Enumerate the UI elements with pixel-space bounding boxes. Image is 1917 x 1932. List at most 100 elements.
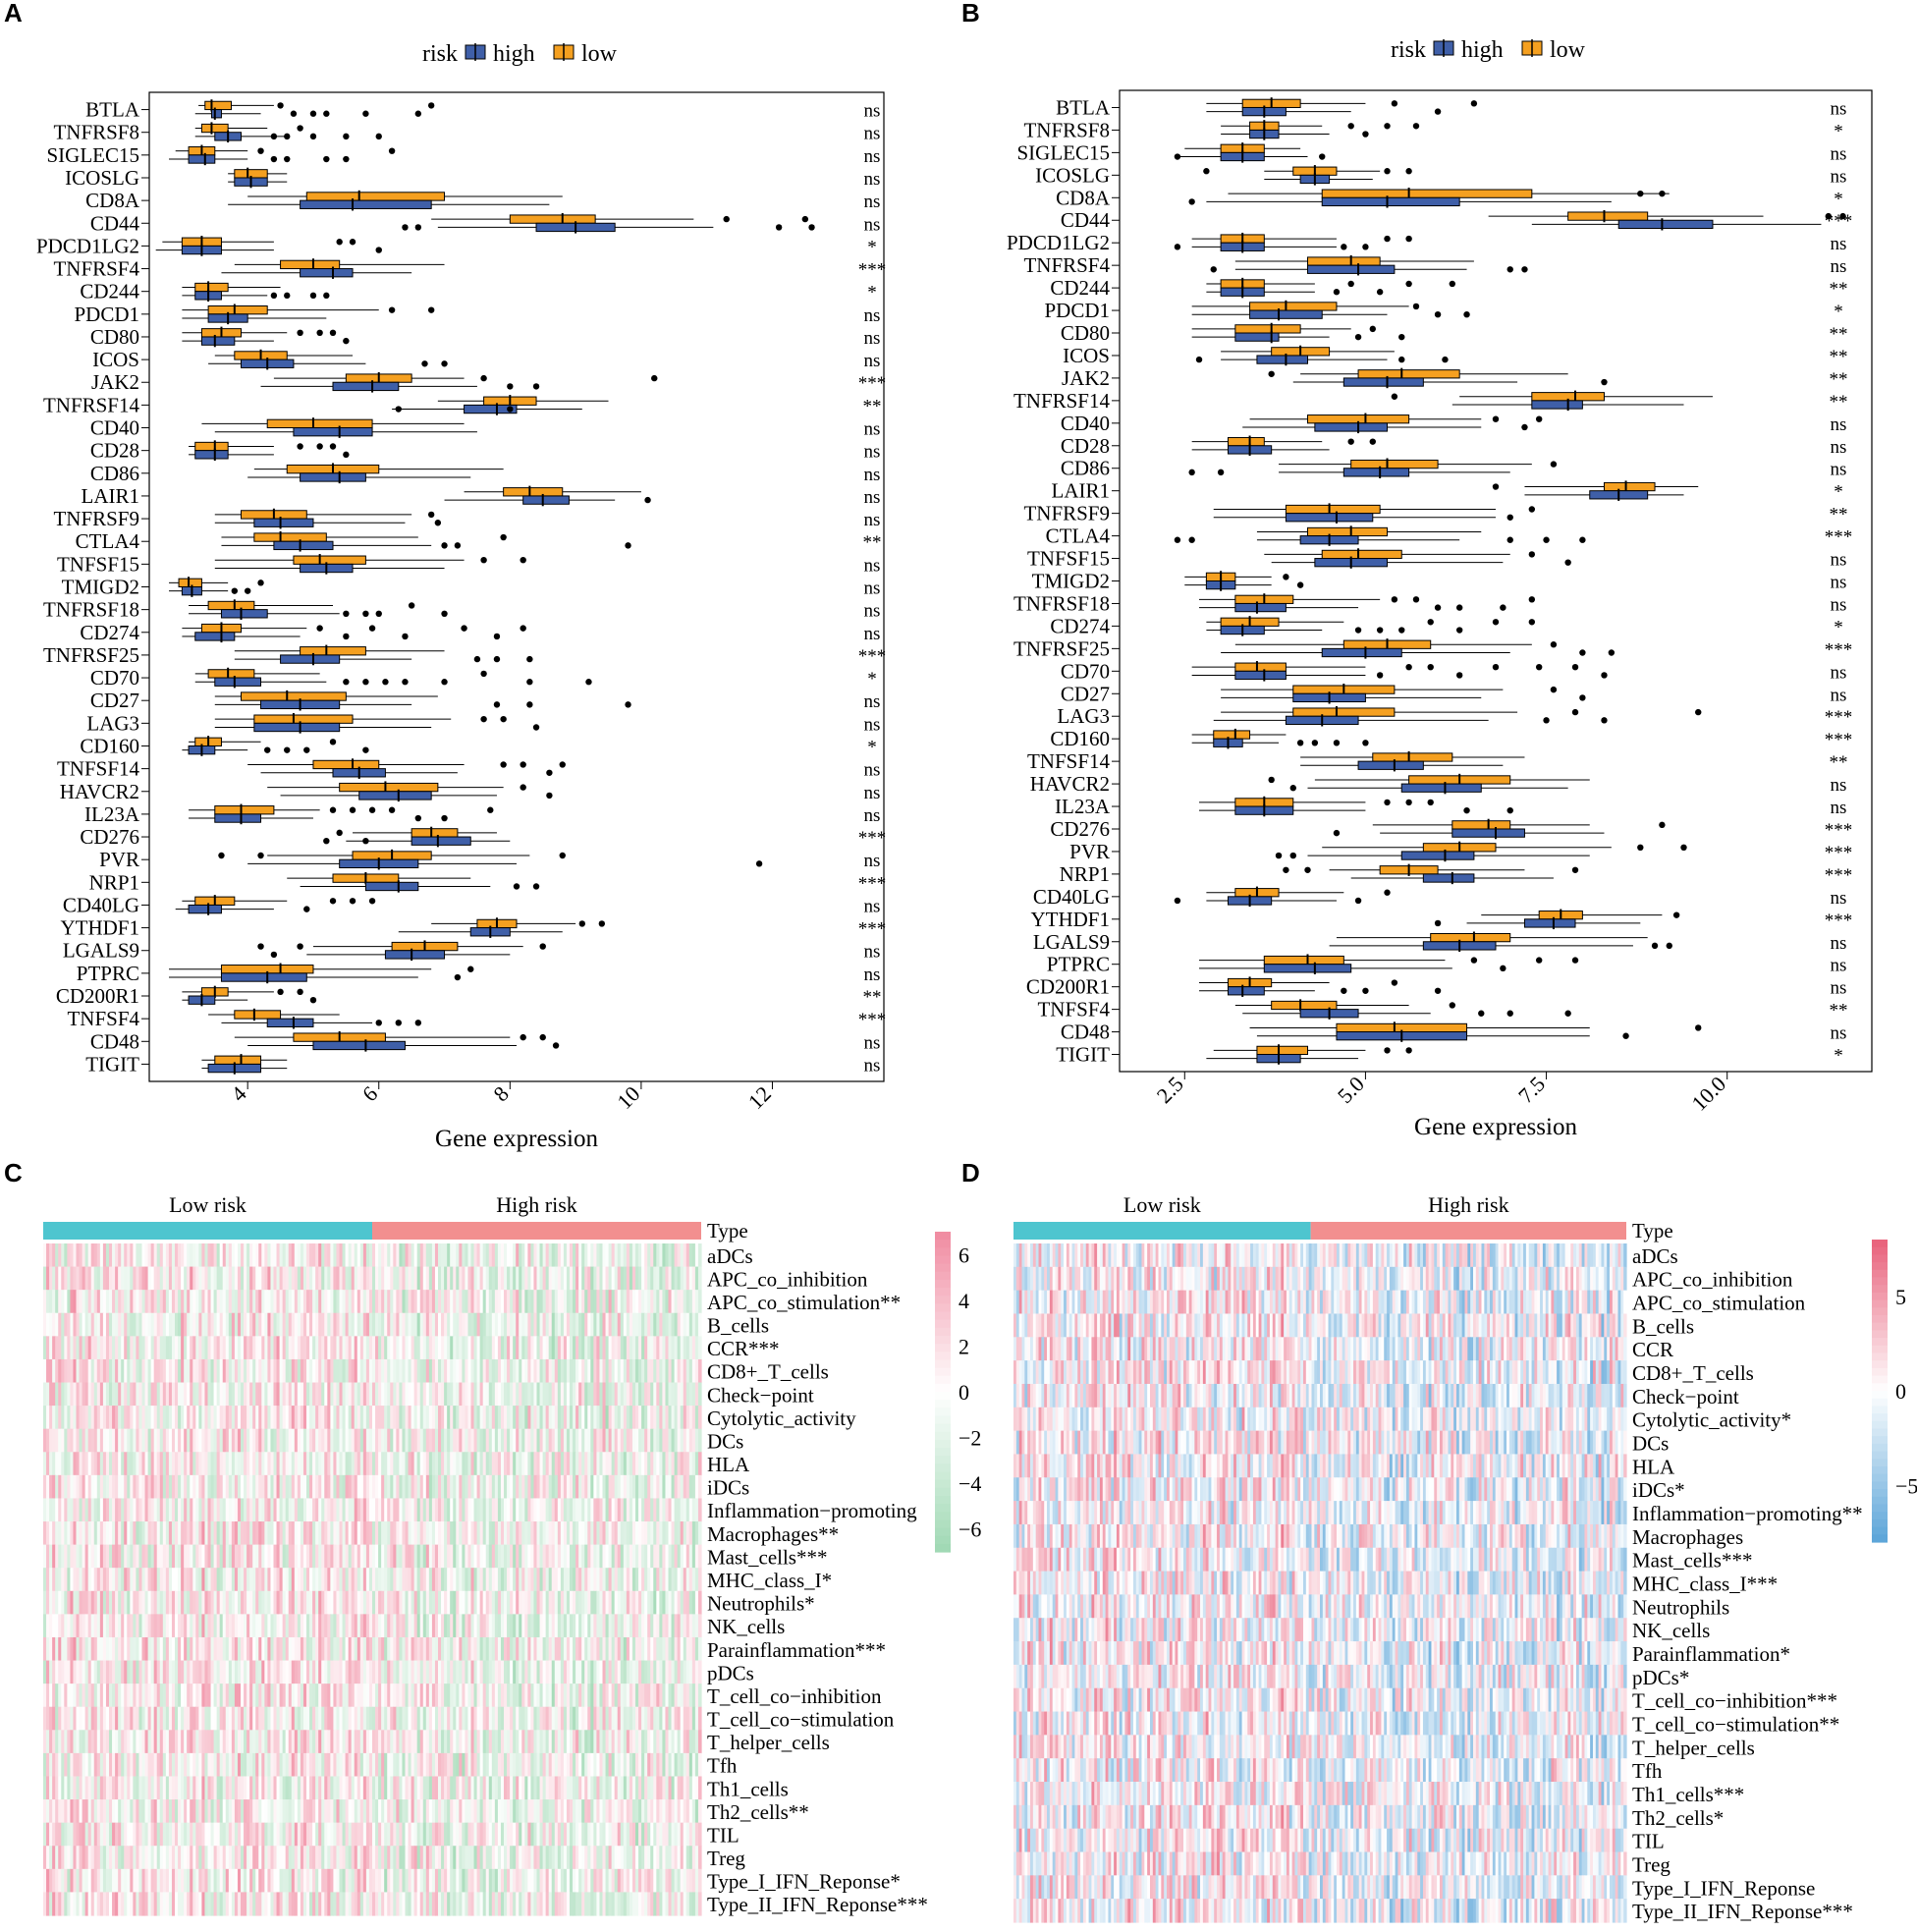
- heatmap-cell: [333, 1428, 338, 1453]
- heatmap-cell: [288, 1521, 293, 1546]
- heatmap-cell: [153, 1452, 158, 1476]
- significance-label: *: [1834, 189, 1843, 209]
- heatmap-cell: [623, 1474, 628, 1500]
- heatmap-cell: [620, 1358, 625, 1384]
- heatmap-cell: [697, 1521, 702, 1546]
- heatmap-cell: [348, 1452, 353, 1476]
- heatmap-cell: [566, 1614, 571, 1638]
- heatmap-cell: [438, 1336, 442, 1360]
- heatmap-cell: [354, 1382, 358, 1407]
- heatmap-cell: [178, 1266, 182, 1291]
- outlier-point: [1283, 574, 1289, 580]
- heatmap-cell: [327, 1336, 331, 1360]
- heatmap-cell: [479, 1452, 484, 1476]
- heatmap-cell: [605, 1568, 610, 1592]
- heatmap-cell: [228, 1521, 233, 1546]
- heatmap-cell: [96, 1544, 101, 1569]
- heatmap-cell: [402, 1266, 407, 1291]
- heatmap-cell: [560, 1406, 565, 1430]
- heatmap-cell: [548, 1590, 553, 1615]
- significance-label: ns: [864, 510, 881, 530]
- heatmap-cell: [617, 1521, 622, 1546]
- heatmap-cell: [638, 1358, 642, 1384]
- heatmap-cell: [602, 1290, 607, 1314]
- heatmap-cell: [291, 1290, 296, 1314]
- heatmap-cell: [482, 1290, 487, 1314]
- heatmap-cell: [43, 1568, 47, 1592]
- heatmap-cell: [138, 1614, 143, 1638]
- gene-label: TNFRSF25: [43, 643, 139, 667]
- heatmap-cell: [680, 1590, 685, 1615]
- outlier-point: [1405, 235, 1412, 243]
- heatmap-cell: [470, 1614, 475, 1638]
- heatmap-cell: [688, 1521, 693, 1546]
- heatmap-cell: [52, 1498, 56, 1522]
- heatmap-cell: [249, 1452, 253, 1476]
- heatmap-cell: [109, 1590, 113, 1615]
- heatmap-cell: [84, 1336, 89, 1360]
- heatmap-cell: [261, 1243, 265, 1268]
- heatmap-cell: [64, 1266, 68, 1291]
- heatmap-cell: [570, 1243, 574, 1268]
- heatmap-cell: [453, 1358, 457, 1384]
- heatmap-cell: [249, 1544, 253, 1569]
- heatmap-cell: [336, 1544, 341, 1569]
- box-high-siglec15-box: [188, 154, 216, 164]
- heatmap-cell: [411, 1382, 415, 1407]
- heatmap-cell: [46, 1243, 50, 1268]
- heatmap-cell: [413, 1406, 418, 1430]
- heatmap-cell: [333, 1474, 338, 1500]
- heatmap-cell: [61, 1243, 65, 1268]
- heatmap-cell: [195, 1590, 199, 1615]
- heatmap-cell: [294, 1544, 299, 1569]
- heatmap-cell: [112, 1312, 116, 1337]
- heatmap-cell: [578, 1406, 582, 1430]
- heatmap-cell: [264, 1544, 269, 1569]
- heatmap-cell: [109, 1474, 113, 1500]
- heatmap-cell: [276, 1428, 281, 1453]
- heatmap-cell: [315, 1544, 319, 1569]
- heatmap-cell: [563, 1382, 568, 1407]
- heatmap-cell: [368, 1243, 373, 1268]
- heatmap-cell: [467, 1452, 472, 1476]
- heatmap-cell: [653, 1266, 657, 1291]
- heatmap-cell: [246, 1521, 250, 1546]
- heatmap-cell: [453, 1290, 457, 1314]
- heatmap-cell: [408, 1382, 412, 1407]
- outlier-point: [323, 155, 330, 163]
- outlier-point: [1347, 438, 1354, 445]
- gene-label: CD70: [90, 666, 139, 690]
- heatmap-cell: [70, 1452, 75, 1476]
- heatmap-cell: [356, 1428, 361, 1453]
- heatmap-cell: [473, 1614, 478, 1638]
- heatmap-cell: [557, 1568, 562, 1592]
- box-high-tnfrsf9-box: [253, 518, 314, 527]
- heatmap-cell: [631, 1382, 636, 1407]
- heatmap-cell: [629, 1290, 633, 1314]
- heatmap-cell: [348, 1498, 353, 1522]
- heatmap-cell: [327, 1474, 331, 1500]
- heatmap-cell: [237, 1498, 242, 1522]
- heatmap-cell: [650, 1614, 654, 1638]
- heatmap-cell: [141, 1406, 146, 1430]
- heatmap-cell: [387, 1544, 391, 1569]
- heatmap-cell: [187, 1312, 191, 1337]
- heatmap-cell: [213, 1358, 218, 1384]
- heatmap-cell: [668, 1243, 673, 1268]
- heatmap-cell: [563, 1243, 568, 1268]
- heatmap-cell: [93, 1382, 98, 1407]
- heatmap-cell: [351, 1312, 356, 1337]
- heatmap-cell: [671, 1544, 676, 1569]
- outlier-point: [1210, 266, 1217, 273]
- heatmap-cell: [375, 1544, 379, 1569]
- heatmap-cell: [73, 1568, 78, 1592]
- heatmap-cell: [93, 1266, 98, 1291]
- heatmap-cell: [312, 1614, 316, 1638]
- heatmap-cell: [348, 1568, 353, 1592]
- outlier-point: [1376, 627, 1384, 634]
- heatmap-cell: [659, 1243, 664, 1268]
- heatmap-cell: [444, 1358, 448, 1384]
- heatmap-cell: [46, 1336, 50, 1360]
- heatmap-cell: [90, 1382, 95, 1407]
- heatmap-cell: [530, 1590, 535, 1615]
